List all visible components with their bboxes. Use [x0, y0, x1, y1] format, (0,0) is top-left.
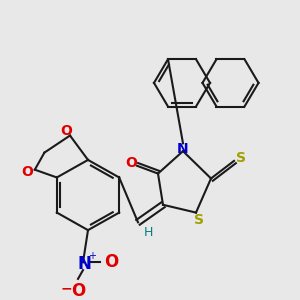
Text: +: + — [88, 251, 96, 262]
Text: S: S — [236, 151, 246, 165]
Text: N: N — [77, 255, 91, 273]
Text: S: S — [194, 213, 204, 227]
Text: N: N — [177, 142, 189, 156]
Text: O: O — [104, 253, 118, 271]
Text: H: H — [143, 226, 153, 238]
Text: O: O — [125, 156, 137, 170]
Text: −: − — [60, 282, 72, 296]
Text: O: O — [71, 282, 85, 300]
Text: O: O — [60, 124, 72, 138]
Text: O: O — [21, 165, 33, 178]
